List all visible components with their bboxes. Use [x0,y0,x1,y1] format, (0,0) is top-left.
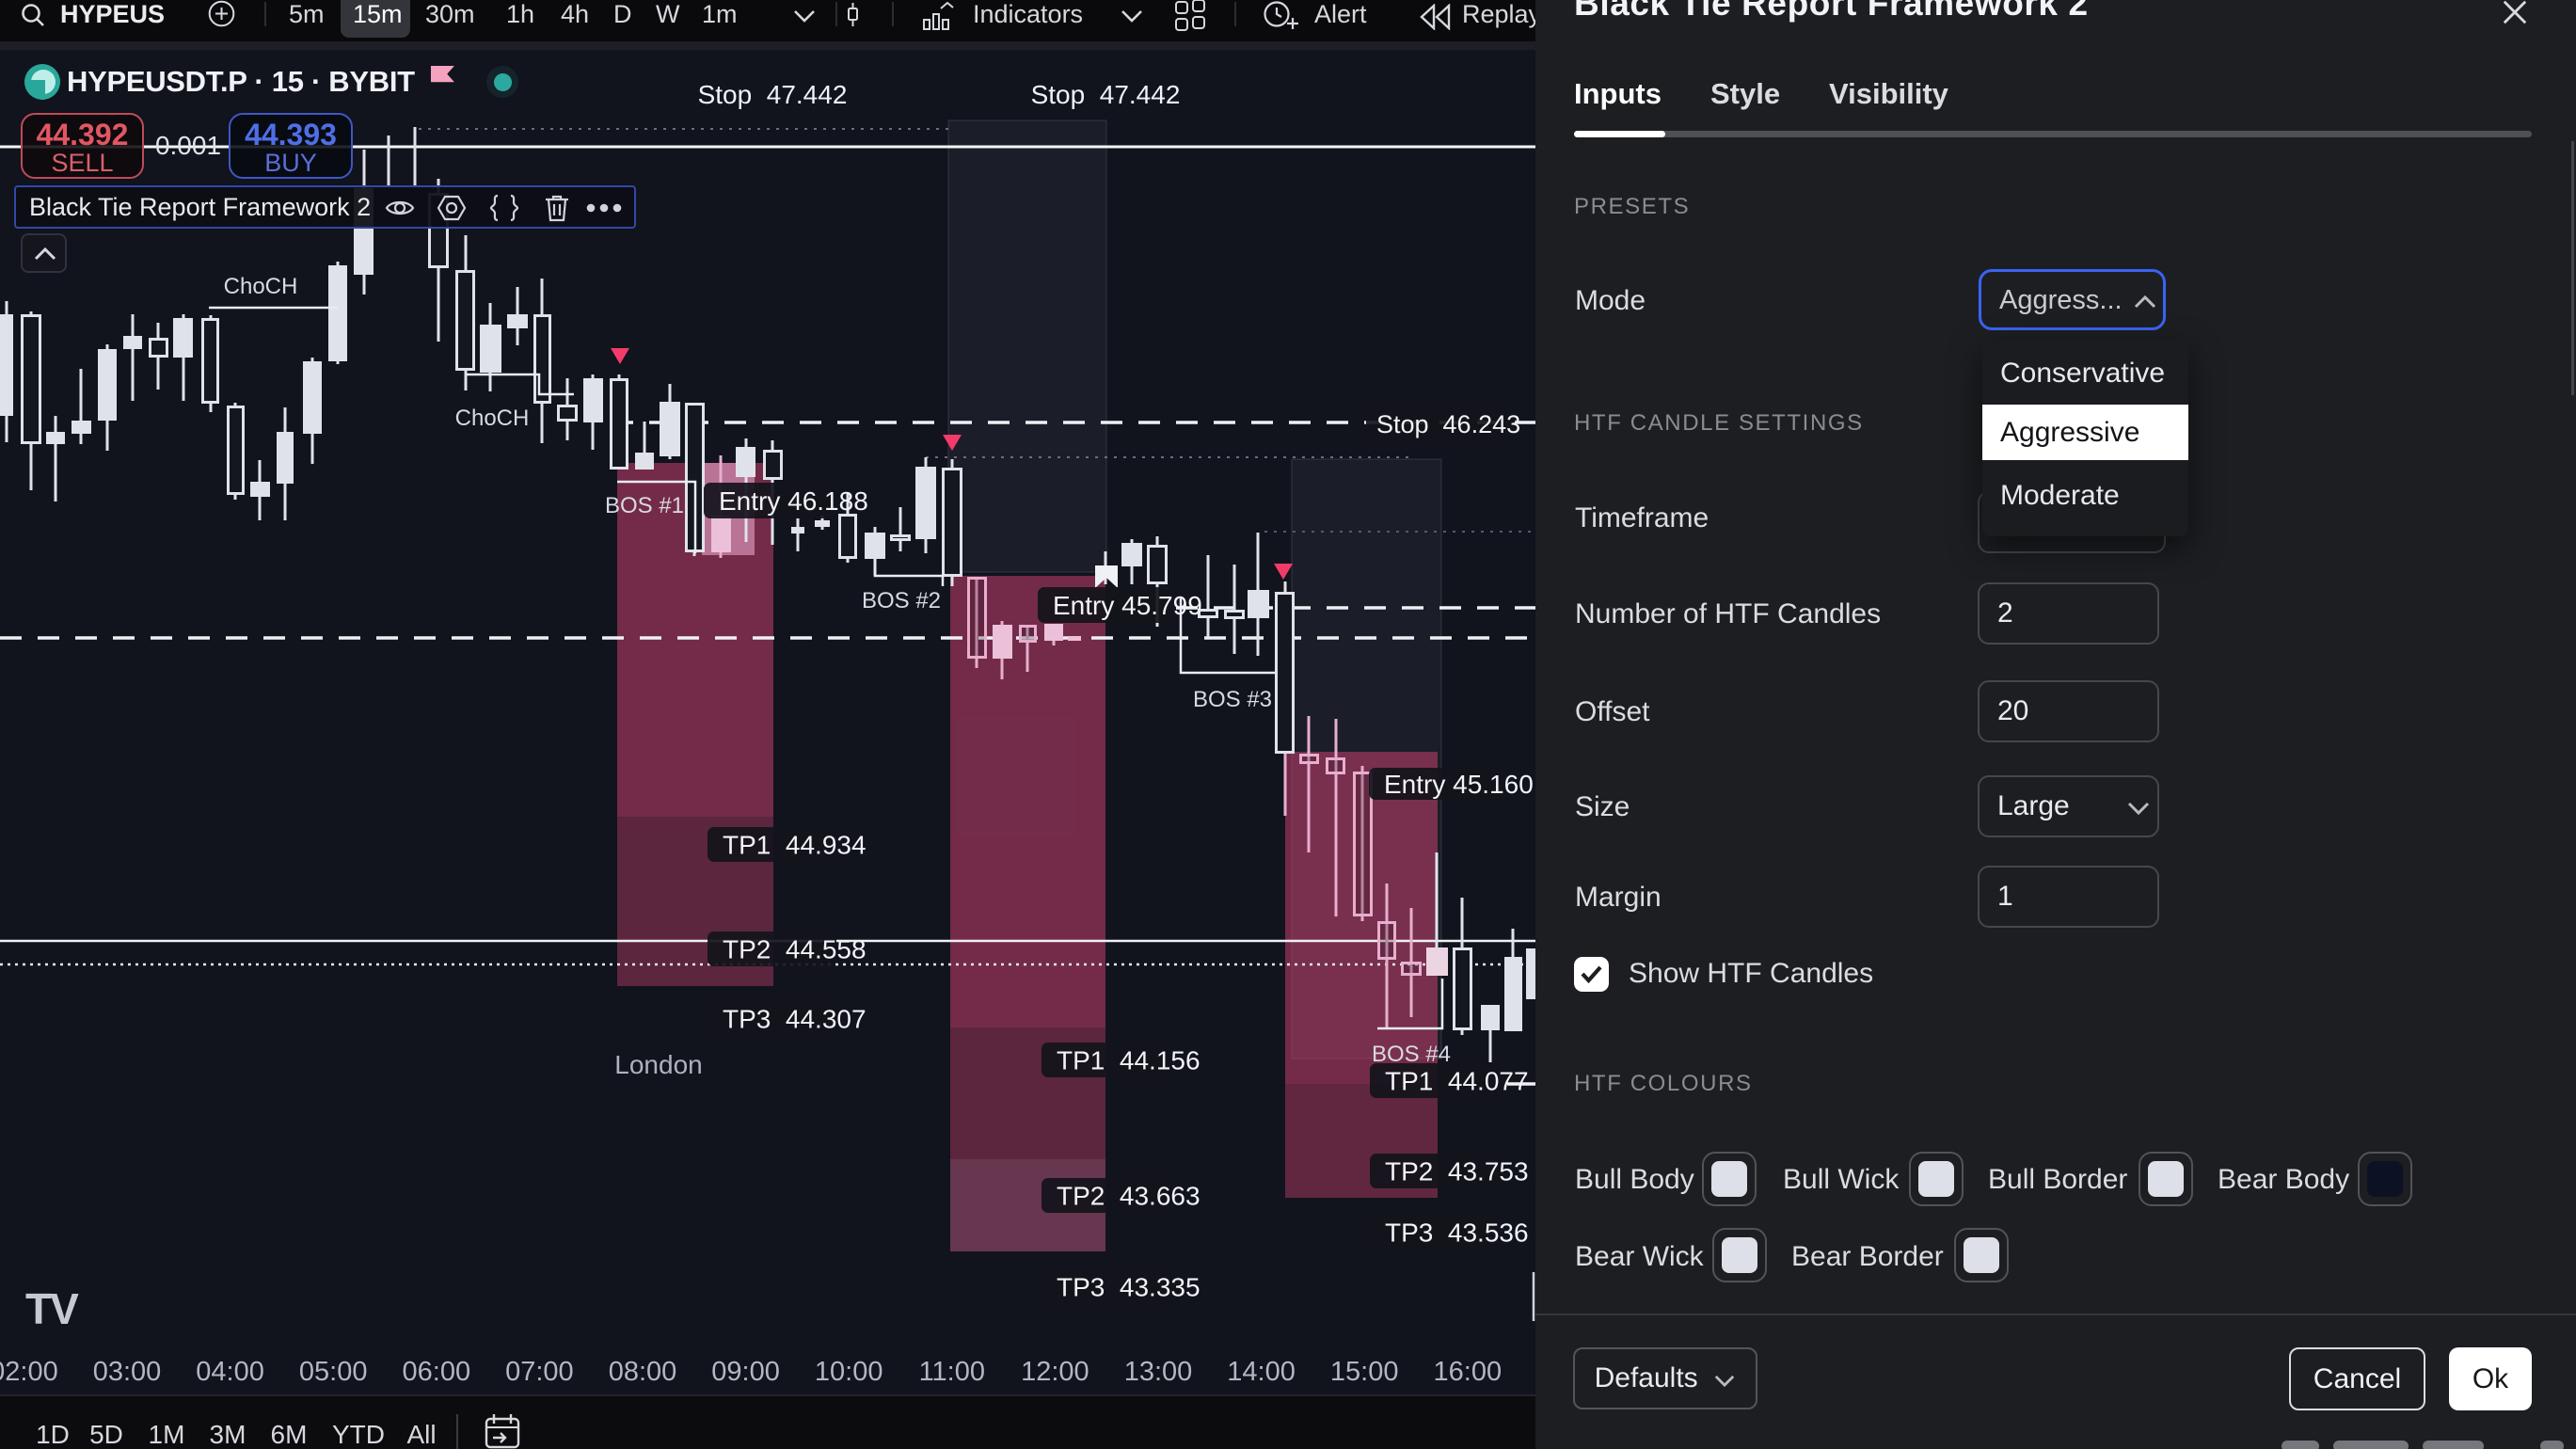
svg-text:London: London [614,1050,702,1079]
svg-text:TP2 43.753: TP2 43.753 [1385,1157,1529,1186]
svg-text:1D: 1D [36,1420,70,1449]
svg-text:Entry 46.188: Entry 46.188 [719,486,868,516]
svg-text:10:00: 10:00 [815,1357,883,1387]
svg-text:16:00: 16:00 [1434,1357,1503,1387]
svg-text:3M: 3M [210,1420,246,1449]
svg-text:TP3 44.307: TP3 44.307 [723,1005,867,1034]
svg-text:TP2 44.558: TP2 44.558 [723,935,867,964]
svg-text:TV: TV [25,1284,79,1333]
svg-text:06:00: 06:00 [403,1357,471,1387]
svg-text:07:00: 07:00 [505,1357,574,1387]
svg-text:Stop 47.442: Stop 47.442 [1031,80,1181,109]
svg-text:15:00: 15:00 [1330,1357,1399,1387]
svg-text:TP3 43.335: TP3 43.335 [1057,1273,1201,1302]
svg-text:ChoCH: ChoCH [455,406,530,431]
svg-text:BOS #2: BOS #2 [862,588,941,613]
svg-text:Entry 45.799: Entry 45.799 [1053,591,1202,620]
svg-text:Entry 45.160: Entry 45.160 [1384,770,1534,799]
svg-text:6M: 6M [271,1420,308,1449]
svg-text:11:00: 11:00 [919,1357,985,1387]
svg-text:ChoCH: ChoCH [224,274,298,299]
svg-text:TP2 43.663: TP2 43.663 [1057,1182,1201,1211]
svg-text:TP1 44.934: TP1 44.934 [723,831,867,860]
svg-text:TP1 44.077: TP1 44.077 [1385,1067,1529,1096]
svg-text:13:00: 13:00 [1124,1357,1193,1387]
svg-text:BOS #3: BOS #3 [1193,687,1272,712]
svg-text:14:00: 14:00 [1227,1357,1296,1387]
svg-text:02:00: 02:00 [0,1357,58,1387]
svg-text:05:00: 05:00 [299,1357,368,1387]
svg-text:Stop 46.243: Stop 46.243 [1376,410,1520,438]
svg-text:BOS #1: BOS #1 [605,493,684,518]
svg-text:All: All [406,1420,436,1449]
svg-text:YTD: YTD [332,1420,385,1449]
svg-text:1M: 1M [149,1420,185,1449]
svg-text:08:00: 08:00 [609,1357,677,1387]
svg-text:BOS #4: BOS #4 [1372,1042,1451,1067]
svg-text:TP1 44.156: TP1 44.156 [1057,1046,1201,1075]
svg-text:Stop 47.442: Stop 47.442 [698,80,848,109]
svg-text:09:00: 09:00 [711,1357,780,1387]
svg-text:TP3 43.536: TP3 43.536 [1385,1218,1529,1248]
svg-text:04:00: 04:00 [196,1357,264,1387]
svg-text:12:00: 12:00 [1021,1357,1089,1387]
svg-text:5D: 5D [89,1420,123,1449]
svg-text:03:00: 03:00 [93,1357,162,1387]
